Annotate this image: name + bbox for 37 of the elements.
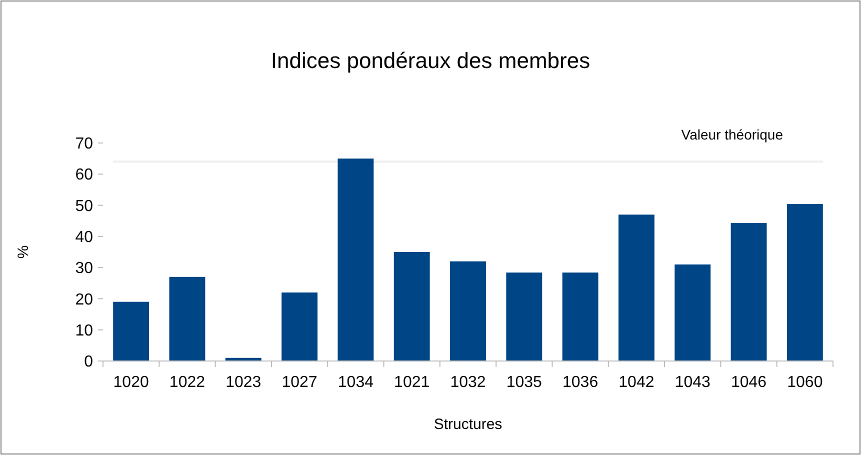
y-tick-label: 30 <box>75 260 94 278</box>
y-axis-title: % <box>15 245 32 259</box>
bar <box>786 204 823 361</box>
bar <box>506 272 542 361</box>
x-tick-label: 1036 <box>562 374 598 391</box>
bar <box>730 223 767 361</box>
bar <box>394 252 430 361</box>
x-tick-label: 1032 <box>450 374 486 391</box>
bar <box>169 276 206 361</box>
bar <box>113 302 150 361</box>
x-tick-label: 1021 <box>394 374 430 391</box>
x-tick-label: 1020 <box>113 374 149 391</box>
y-tick-label: 40 <box>75 229 94 246</box>
x-axis-title: Structures <box>434 416 502 433</box>
x-tick-label: 1034 <box>338 374 374 391</box>
bar <box>450 261 486 361</box>
chart-title: Indices pondéraux des membres <box>270 48 590 73</box>
x-tick-label: 1046 <box>730 374 767 391</box>
x-tick-label: 1043 <box>674 374 711 391</box>
y-tick-label: 0 <box>84 354 94 371</box>
ref-line-label: Valeur théorique <box>681 126 784 143</box>
y-tick-label: 70 <box>75 136 94 153</box>
bar <box>674 264 711 361</box>
x-tick-label: 1023 <box>226 374 262 391</box>
bar <box>618 214 654 361</box>
bar <box>282 292 318 361</box>
x-tick-label: 1042 <box>618 374 654 391</box>
y-tick-label: 50 <box>75 198 94 215</box>
x-tick-label: 1035 <box>506 374 542 391</box>
y-tick-label: 60 <box>75 166 94 184</box>
bar <box>562 272 598 361</box>
x-tick-label: 1022 <box>169 374 206 391</box>
x-tick-label: 1060 <box>787 374 823 391</box>
y-tick-label: 10 <box>75 322 94 340</box>
bar <box>338 158 374 361</box>
x-tick-label: 1027 <box>282 374 318 391</box>
y-tick-label: 20 <box>75 291 94 308</box>
